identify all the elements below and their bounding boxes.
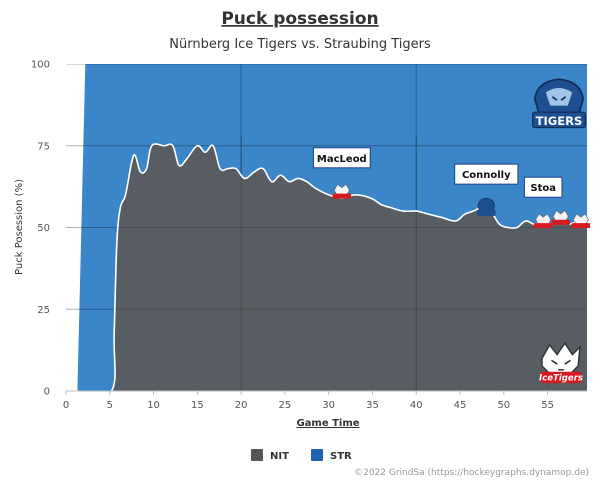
nit-logo-banner [540, 371, 582, 384]
annotation-connolly[interactable]: Connolly [454, 163, 519, 185]
series-area-nit [66, 143, 587, 391]
annotation-box [523, 176, 563, 198]
goal-marker-banner [551, 219, 570, 225]
legend-label-nit: NIT [270, 451, 289, 462]
x-tick-label: 40 [410, 400, 423, 411]
goal-marker-icon [551, 210, 570, 225]
legend[interactable]: NIT STR [251, 449, 352, 462]
x-tick-label: 5 [107, 400, 113, 411]
y-tick-label: 50 [37, 223, 50, 234]
nit-logo-wordmark: IceTigers [539, 374, 583, 384]
annotation-box [454, 163, 519, 185]
x-tick-label: 45 [454, 400, 467, 411]
x-tick-label: 0 [63, 400, 69, 411]
goal-marker-icon [477, 197, 496, 216]
x-tick-label: 30 [322, 400, 335, 411]
x-tick-label: 10 [147, 400, 160, 411]
y-tick-label: 75 [37, 141, 50, 152]
str-logo-wordmark: TIGERS [536, 114, 583, 128]
annotation-macleod[interactable]: MacLeod [312, 147, 371, 169]
chart-subtitle: Nürnberg Ice Tigers vs. Straubing Tigers [169, 37, 431, 52]
chart-credit[interactable]: ©2022 GrindSa (https://hockeygraphs.dyna… [354, 468, 589, 478]
x-axis-title: Game Time [296, 418, 359, 429]
str-team-logo-icon: TIGERS [532, 78, 586, 129]
x-tick-label: 20 [235, 400, 248, 411]
y-tick-label: 25 [37, 305, 50, 316]
y-axis-title: Puck Posession (%) [14, 179, 25, 275]
goal-marker-icon [533, 213, 553, 229]
legend-item-nit[interactable]: NIT [251, 449, 289, 462]
nit-logo-face [551, 359, 571, 371]
plot-clip-group [66, 64, 587, 391]
y-tick-label: 0 [44, 387, 50, 398]
goal-marker-banner [533, 223, 553, 229]
goal-marker-banner [477, 209, 496, 216]
x-tick-label: 15 [191, 400, 204, 411]
chart-title: Puck possession [221, 9, 378, 29]
goal-marker-icon [571, 213, 591, 229]
goal-marker-head [477, 197, 496, 212]
goal-marker-banner [571, 223, 591, 229]
str-logo-face [545, 88, 573, 106]
legend-item-str[interactable]: STR [311, 449, 352, 462]
legend-swatch-str [311, 449, 323, 461]
series-line-nit [66, 143, 587, 391]
annotation-stoa[interactable]: Stoa [523, 176, 563, 198]
goal-marker-icon [332, 183, 352, 199]
annotation-box [312, 147, 371, 169]
x-tick-label: 50 [497, 400, 510, 411]
annotation-label: MacLeod [317, 154, 367, 165]
x-tick-label: 55 [541, 400, 554, 411]
goal-marker-banner [332, 193, 352, 199]
str-logo-banner [532, 111, 586, 129]
legend-swatch-nit [251, 449, 263, 461]
annotation-label: Stoa [530, 183, 556, 194]
annotation-label: Connolly [462, 170, 511, 181]
x-tick-label: 25 [279, 400, 292, 411]
x-tick-label: 35 [366, 400, 379, 411]
y-tick-label: 100 [31, 60, 50, 71]
plot-area: 0 25 50 75 100 0 5 10 15 20 25 30 35 40 45 50 55 TIGERS Ic… [31, 60, 591, 411]
legend-label-str: STR [330, 451, 352, 462]
nit-team-logo-icon: IceTigers [539, 341, 583, 384]
str-logo-eyes [551, 96, 567, 101]
